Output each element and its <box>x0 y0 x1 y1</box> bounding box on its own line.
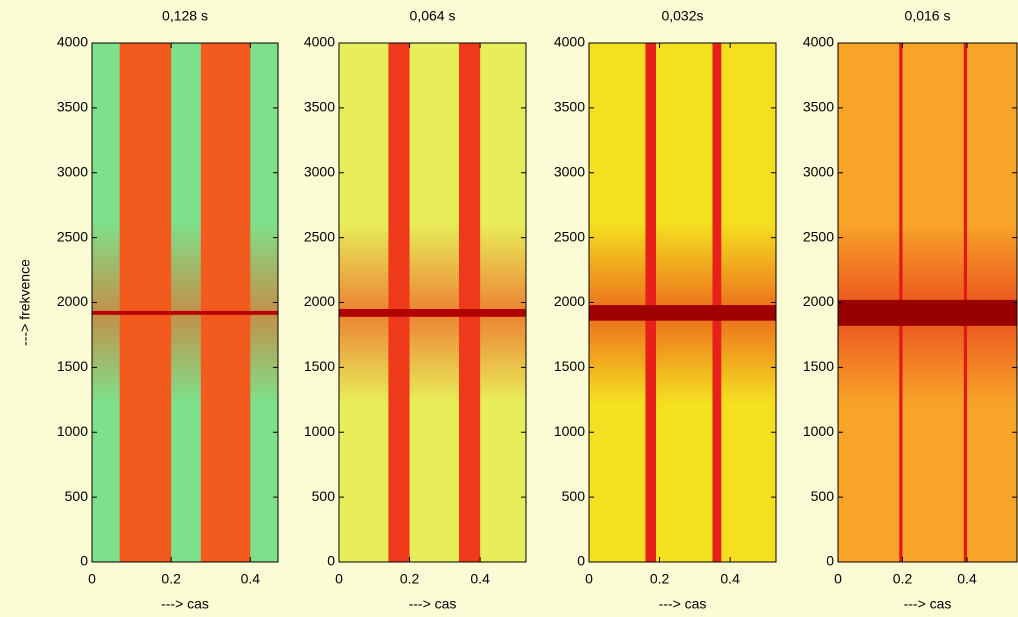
y-tick-label: 500 <box>811 488 835 504</box>
chart-title: 0,064 s <box>410 8 456 24</box>
y-tick-label: 1000 <box>803 423 834 439</box>
y-tick-label: 1000 <box>57 423 88 439</box>
plot-area <box>589 43 776 562</box>
x-tick-label: 0 <box>335 571 343 587</box>
burst <box>458 43 481 562</box>
tone-line <box>589 305 776 321</box>
tone-line <box>339 308 526 317</box>
y-tick-label: 3500 <box>554 99 585 115</box>
burst <box>200 43 251 562</box>
y-tick-label: 4000 <box>304 34 335 50</box>
y-tick-label: 4000 <box>803 34 834 50</box>
y-tick-label: 1500 <box>57 358 88 374</box>
x-tick-label: 0.2 <box>650 571 670 587</box>
chart-title: 0,016 s <box>905 8 951 24</box>
y-tick-label: 3000 <box>803 163 834 179</box>
y-tick-label: 4000 <box>57 34 88 50</box>
y-tick-label: 0 <box>826 553 834 569</box>
y-tick-label: 3500 <box>304 99 335 115</box>
plot-area <box>92 43 278 562</box>
y-tick-label: 1000 <box>304 423 335 439</box>
x-tick-label: 0 <box>88 571 96 587</box>
x-tick-label: 0 <box>834 571 842 587</box>
y-tick-label: 2000 <box>554 293 585 309</box>
burst <box>712 43 722 562</box>
chart-title: 0,032s <box>661 8 703 24</box>
y-tick-label: 1500 <box>304 358 335 374</box>
plot-area <box>339 43 526 562</box>
y-axis-label: ---> frekvence <box>17 259 33 346</box>
x-tick-label: 0.4 <box>957 571 977 587</box>
burst <box>388 43 410 562</box>
y-tick-label: 1000 <box>554 423 585 439</box>
y-tick-label: 2000 <box>57 293 88 309</box>
x-axis-label: ---> cas <box>409 596 457 612</box>
x-tick-label: 0 <box>585 571 593 587</box>
x-tick-label: 0.2 <box>893 571 913 587</box>
x-tick-label: 0.4 <box>720 571 740 587</box>
y-tick-label: 500 <box>562 488 586 504</box>
y-tick-label: 0 <box>327 553 335 569</box>
tone-line <box>838 299 1017 326</box>
burst <box>119 43 172 562</box>
y-tick-label: 500 <box>312 488 336 504</box>
y-tick-label: 1500 <box>803 358 834 374</box>
y-tick-label: 4000 <box>554 34 585 50</box>
y-tick-label: 2500 <box>803 228 834 244</box>
burst <box>645 43 657 562</box>
y-tick-label: 2500 <box>57 228 88 244</box>
y-tick-label: 2000 <box>803 293 834 309</box>
y-tick-label: 3000 <box>554 163 585 179</box>
x-axis-label: ---> cas <box>161 596 209 612</box>
x-tick-label: 0.2 <box>161 571 181 587</box>
y-tick-label: 1500 <box>554 358 585 374</box>
y-tick-label: 3500 <box>57 99 88 115</box>
x-tick-label: 0.4 <box>241 571 261 587</box>
y-tick-label: 0 <box>577 553 585 569</box>
y-tick-label: 2500 <box>304 228 335 244</box>
y-tick-label: 3500 <box>803 99 834 115</box>
y-tick-label: 2500 <box>554 228 585 244</box>
y-tick-label: 2000 <box>304 293 335 309</box>
y-tick-label: 0 <box>80 553 88 569</box>
y-tick-label: 3000 <box>304 163 335 179</box>
chart-title: 0,128 s <box>162 8 208 24</box>
x-axis-label: ---> cas <box>904 596 952 612</box>
tone-line <box>92 310 278 315</box>
plot-area <box>838 43 1017 562</box>
x-axis-label: ---> cas <box>659 596 707 612</box>
y-tick-label: 500 <box>65 488 89 504</box>
x-tick-label: 0.4 <box>470 571 490 587</box>
y-tick-label: 3000 <box>57 163 88 179</box>
x-tick-label: 0.2 <box>400 571 420 587</box>
